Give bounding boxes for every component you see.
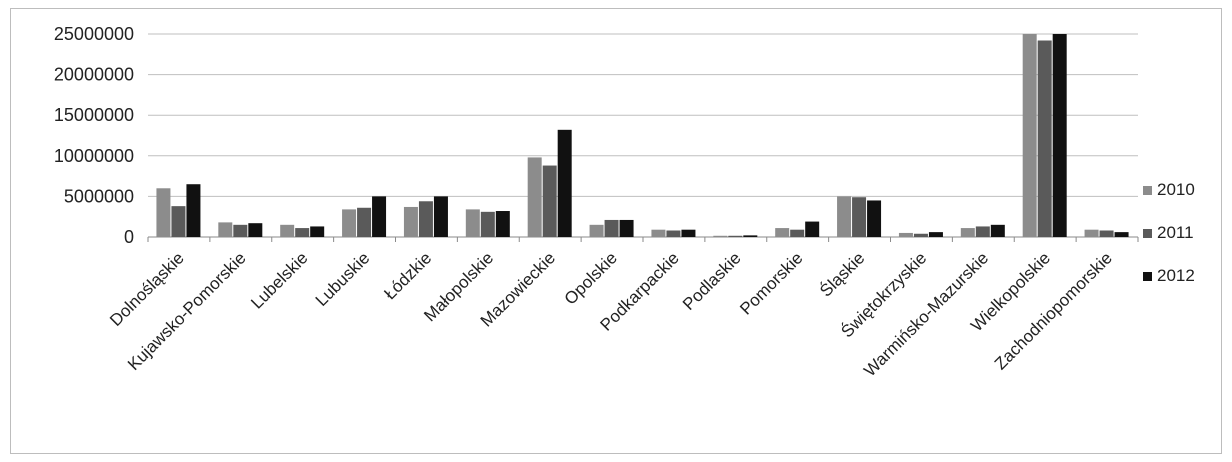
bar: [480, 211, 495, 237]
bar: [666, 230, 681, 237]
bar: [990, 224, 1005, 237]
bar: [651, 229, 666, 237]
category-label: Śląskie: [816, 248, 868, 300]
legend-label: 2010: [1157, 180, 1195, 199]
bar: [542, 165, 557, 237]
category-label: Zachodniopomorskie: [991, 248, 1116, 373]
legend-swatch: [1143, 229, 1152, 238]
y-tick-label: 5000000: [64, 186, 134, 206]
bar: [898, 232, 913, 237]
bar: [1099, 230, 1114, 237]
bar: [743, 235, 758, 237]
legend-swatch: [1143, 272, 1152, 281]
category-label: Warmińsko-Mazurskie: [860, 248, 992, 380]
bar: [713, 235, 728, 237]
bar: [960, 228, 975, 237]
bar: [1114, 232, 1129, 237]
bar: [233, 224, 248, 237]
legend-swatch: [1143, 186, 1152, 195]
bar: [171, 206, 186, 237]
bar: [218, 222, 233, 237]
bar: [604, 219, 619, 237]
bar: [852, 197, 867, 237]
y-tick-label: 0: [124, 227, 134, 247]
bar: [186, 184, 201, 237]
y-tick-label: 15000000: [54, 105, 134, 125]
bar: [465, 209, 480, 237]
bar: [156, 188, 171, 237]
bar: [975, 226, 990, 237]
bar: [342, 209, 357, 237]
bar: [1037, 40, 1052, 237]
bar: [775, 228, 790, 237]
bar: [433, 196, 448, 237]
y-tick-label: 20000000: [54, 65, 134, 85]
bar: [619, 219, 634, 237]
bar: [728, 235, 743, 237]
bar: [280, 224, 295, 237]
bar: [928, 232, 943, 237]
legend-label: 2012: [1157, 266, 1195, 285]
category-label: Lubuskie: [312, 248, 374, 310]
bar: [403, 206, 418, 237]
category-label: Kujawsko-Pomorskie: [124, 248, 250, 374]
bar: [913, 233, 928, 237]
bar: [418, 201, 433, 237]
bar: [1022, 34, 1037, 237]
bar: [357, 207, 372, 237]
bar: [589, 224, 604, 237]
bar: [790, 229, 805, 237]
y-tick-label: 25000000: [54, 24, 134, 44]
y-tick-label: 10000000: [54, 146, 134, 166]
category-label: Lubelskie: [247, 248, 311, 312]
category-label: Pomorskie: [736, 248, 806, 318]
bar: [1084, 229, 1099, 237]
bar: [295, 228, 310, 237]
bar: [805, 221, 820, 237]
bar: [372, 196, 387, 237]
legend-label: 2011: [1157, 223, 1194, 242]
bar: [310, 226, 325, 237]
bar: [681, 229, 696, 237]
bar: [495, 211, 510, 237]
bar: [1052, 34, 1067, 237]
category-label: Łódzkie: [380, 248, 435, 303]
bar: [557, 129, 572, 237]
bar: [837, 196, 852, 237]
bar: [867, 200, 882, 237]
category-label: Podlaskie: [679, 248, 745, 314]
bar: [527, 157, 542, 237]
bar: [248, 223, 263, 237]
category-label: Opolskie: [561, 248, 621, 308]
